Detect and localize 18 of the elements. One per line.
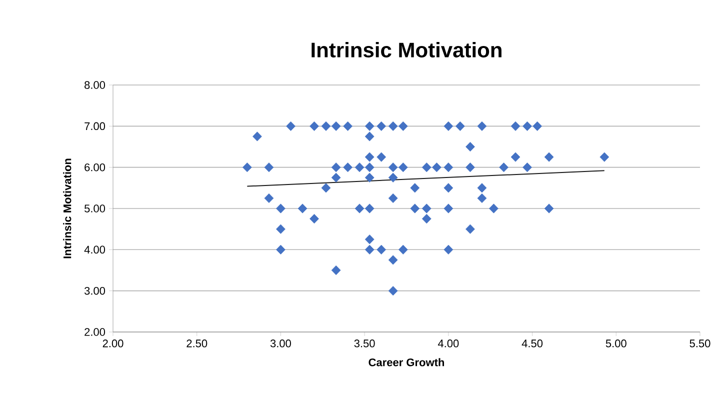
- x-tick-label: 2.00: [102, 340, 124, 348]
- y-tick-label: 8.00: [84, 81, 106, 89]
- y-axis-title: Intrinsic Motivation: [63, 158, 72, 258]
- x-tick-label: 5.50: [690, 340, 710, 348]
- y-tick-label: 7.00: [84, 122, 106, 130]
- x-tick-label: 5.00: [606, 340, 626, 348]
- y-tick-label: 3.00: [84, 286, 106, 295]
- y-tick-label: 2.00: [84, 328, 106, 336]
- x-tick-label: 2.50: [186, 340, 208, 348]
- x-tick-label: 3.00: [270, 340, 291, 348]
- y-tick-label: 4.00: [84, 246, 106, 254]
- chart-title: Intrinsic Motivation: [312, 42, 502, 58]
- y-tick-label: 5.00: [84, 204, 106, 212]
- x-tick-label: 4.50: [522, 340, 543, 348]
- x-tick-label: 4.00: [438, 340, 459, 348]
- x-axis-title: Career Growth: [368, 358, 444, 366]
- y-tick-label: 6.00: [84, 163, 106, 172]
- x-tick-label: 3.50: [354, 340, 375, 348]
